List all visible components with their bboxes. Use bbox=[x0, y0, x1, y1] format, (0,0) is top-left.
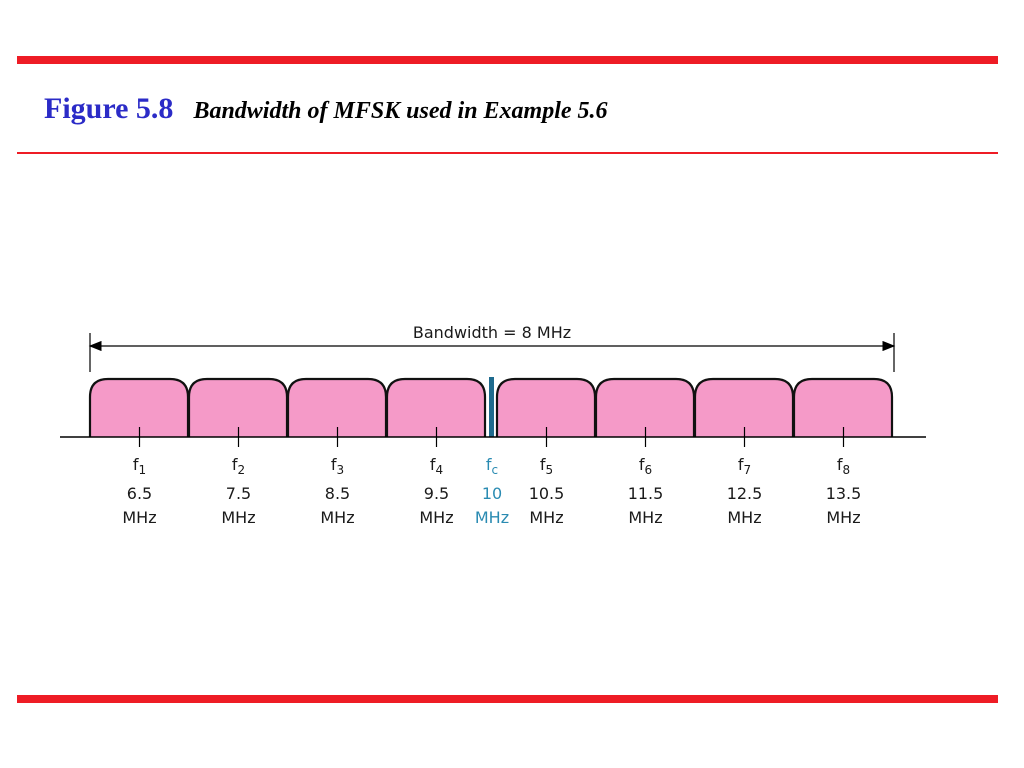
freq-unit-f5: MHz bbox=[529, 508, 563, 527]
freq-name-f5: f5 bbox=[540, 455, 553, 477]
bottom-accent-rule bbox=[17, 695, 998, 703]
freq-value-fc: 10 bbox=[482, 484, 502, 503]
frequency-label-group: f1 6.5 MHz f2 7.5 MHz f3 8.5 MHz f4 9.5 MHz fc 10 MHz f… bbox=[122, 455, 861, 527]
freq-unit-f4: MHz bbox=[419, 508, 453, 527]
freq-name-f3: f3 bbox=[331, 455, 344, 477]
frequency-band-f2 bbox=[187, 377, 289, 437]
freq-name-fc: fc bbox=[486, 455, 498, 477]
freq-value-f2: 7.5 bbox=[226, 484, 251, 503]
bandwidth-label: Bandwidth = 8 MHz bbox=[413, 323, 571, 342]
freq-unit-fc: MHz bbox=[475, 508, 509, 527]
freq-value-f1: 6.5 bbox=[127, 484, 152, 503]
freq-unit-f1: MHz bbox=[122, 508, 156, 527]
freq-name-f4: f4 bbox=[430, 455, 443, 477]
frequency-band-f3 bbox=[286, 377, 388, 437]
freq-value-f5: 10.5 bbox=[529, 484, 565, 503]
frequency-band-f4 bbox=[385, 377, 487, 437]
freq-value-f4: 9.5 bbox=[424, 484, 449, 503]
frequency-band-f8 bbox=[792, 377, 894, 437]
freq-unit-f2: MHz bbox=[221, 508, 255, 527]
frequency-band-f5 bbox=[495, 377, 597, 437]
freq-value-f3: 8.5 bbox=[325, 484, 350, 503]
freq-value-f8: 13.5 bbox=[826, 484, 862, 503]
freq-name-f8: f8 bbox=[837, 455, 850, 477]
tick-group bbox=[138, 427, 845, 447]
freq-name-f7: f7 bbox=[738, 455, 751, 477]
slide-title: Figure 5.8 Bandwidth of MFSK used in Exa… bbox=[44, 92, 608, 126]
band-group bbox=[88, 377, 894, 437]
freq-value-f6: 11.5 bbox=[628, 484, 664, 503]
carrier-marker bbox=[489, 377, 494, 437]
top-accent-rule bbox=[17, 56, 998, 64]
frequency-band-f6 bbox=[594, 377, 696, 437]
freq-value-f7: 12.5 bbox=[727, 484, 763, 503]
figure-caption: Bandwidth of MFSK used in Example 5.6 bbox=[193, 98, 608, 124]
freq-name-f1: f1 bbox=[133, 455, 146, 477]
freq-unit-f7: MHz bbox=[727, 508, 761, 527]
freq-name-f6: f6 bbox=[639, 455, 652, 477]
freq-unit-f3: MHz bbox=[320, 508, 354, 527]
freq-name-f2: f2 bbox=[232, 455, 245, 477]
freq-unit-f8: MHz bbox=[826, 508, 860, 527]
title-underline-rule bbox=[17, 152, 998, 154]
freq-unit-f6: MHz bbox=[628, 508, 662, 527]
frequency-band-f1 bbox=[88, 377, 190, 437]
figure-label: Figure 5.8 bbox=[44, 92, 174, 125]
frequency-band-f7 bbox=[693, 377, 795, 437]
